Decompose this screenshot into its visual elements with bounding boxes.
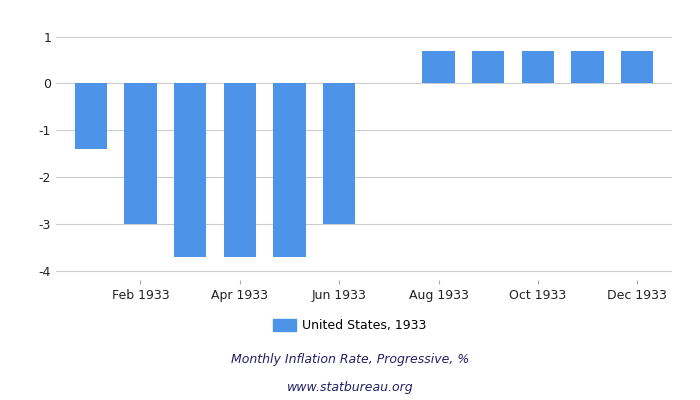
Bar (522, 51, 554, 84)
Bar (472, 51, 504, 84)
Bar (273, 84, 306, 257)
Text: www.statbureau.org: www.statbureau.org (287, 382, 413, 394)
Bar (621, 51, 653, 84)
Bar (224, 84, 256, 257)
Bar (323, 84, 356, 224)
Text: Monthly Inflation Rate, Progressive, %: Monthly Inflation Rate, Progressive, % (231, 354, 469, 366)
Bar (174, 84, 206, 257)
Bar (125, 84, 157, 224)
Legend: United States, 1933: United States, 1933 (268, 314, 432, 337)
Bar (571, 51, 603, 84)
Bar (422, 51, 455, 84)
Bar (75, 84, 107, 149)
